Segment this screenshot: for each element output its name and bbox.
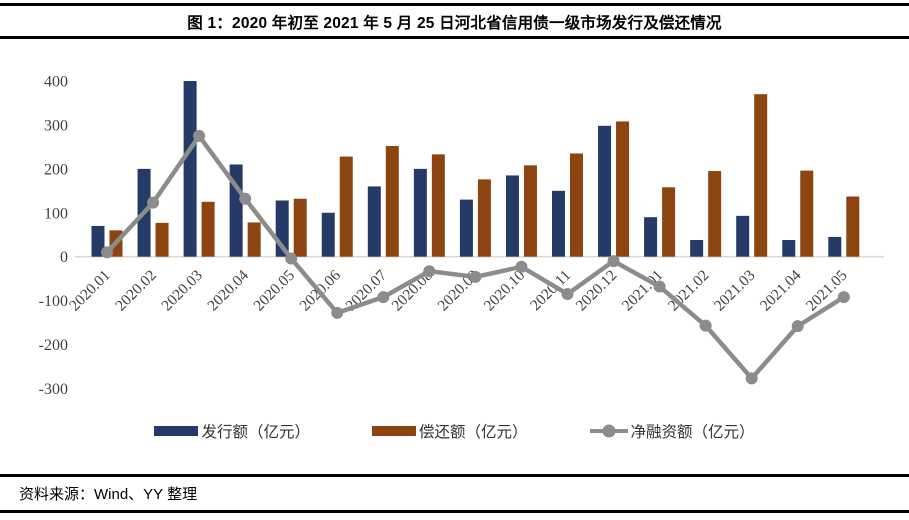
- net-line-marker-2020.11: [561, 288, 574, 301]
- bar-repayment-2021.02: [708, 171, 722, 257]
- bar-issuance-2020.08: [413, 168, 427, 257]
- bar-repayment-2021.04: [800, 170, 814, 257]
- net-line-marker-2020.01: [101, 246, 113, 259]
- bar-repayment-2021.01: [662, 187, 676, 257]
- chart-legend: 发行额（亿元） 偿还额（亿元） 净融资额（亿元）: [0, 419, 909, 443]
- net-line-marker-2021.02: [699, 319, 712, 332]
- net-line-dot-icon: [602, 424, 615, 438]
- x-axis-tick-label: 2020.02: [112, 267, 160, 315]
- net-line-marker-2020.06: [331, 306, 344, 319]
- bar-repayment-2020.09: [477, 179, 491, 257]
- x-axis-tick-label: 2021.03: [711, 267, 759, 315]
- bar-issuance-2020.09: [459, 199, 473, 257]
- x-axis-tick-label: 2020.04: [204, 267, 252, 315]
- bar-repayment-2020.10: [523, 165, 537, 257]
- y-axis-tick-label: -200: [39, 337, 68, 354]
- source-note: 资料来源：Wind、YY 整理: [19, 486, 198, 503]
- net-line-marker-2020.04: [239, 192, 252, 205]
- net-line-marker-2020.03: [193, 129, 206, 142]
- top-rule: [0, 3, 909, 6]
- bar-issuance-2021.03: [736, 215, 750, 257]
- bar-issuance-2021.04: [782, 240, 796, 257]
- bar-repayment-2020.08: [431, 154, 445, 257]
- bar-issuance-2020.10: [505, 175, 519, 257]
- bar-issuance-2021.01: [644, 217, 658, 257]
- x-axis-tick-label: 2021.04: [757, 267, 805, 315]
- legend-item-repayment: 偿还额（亿元）: [371, 420, 528, 442]
- bar-repayment-2020.06: [339, 156, 353, 257]
- legend-label-repayment: 偿还额（亿元）: [418, 424, 528, 441]
- net-line-marker-2021.05: [837, 291, 850, 304]
- bar-issuance-2021.02: [690, 240, 704, 257]
- y-axis-tick-label: 200: [44, 161, 68, 178]
- y-axis-tick-label: 400: [44, 74, 68, 91]
- title-underline-rule: [0, 36, 909, 39]
- x-axis-tick-label: 2020.05: [250, 267, 298, 315]
- figure-title: 图 1：2020 年初至 2021 年 5 月 25 日河北省信用债一级市场发行…: [187, 15, 722, 32]
- bar-repayment-2020.07: [385, 146, 399, 257]
- x-axis-tick-label: 2020.01: [66, 267, 114, 315]
- bar-issuance-2020.01: [91, 225, 105, 257]
- bar-issuance-2021.05: [828, 236, 842, 257]
- legend-item-issuance: 发行额（亿元）: [154, 420, 310, 442]
- repayment-bar-swatch-icon: [371, 426, 416, 436]
- issuance-bar-swatch-icon: [154, 426, 199, 436]
- y-axis-tick-label: -100: [39, 293, 68, 310]
- y-axis-tick-label: 0: [60, 249, 68, 266]
- net-line-marker-2020.02: [147, 196, 160, 209]
- net-line-marker-2020.12: [607, 255, 620, 268]
- bar-issuance-2020.06: [321, 212, 335, 257]
- x-axis-tick-label: 2021.02: [665, 267, 713, 315]
- bar-repayment-2020.12: [616, 121, 630, 257]
- bar-issuance-2020.11: [552, 190, 565, 257]
- legend-label-issuance: 发行额（亿元）: [201, 424, 310, 441]
- y-axis-tick-label: 100: [44, 205, 68, 222]
- bar-repayment-2021.03: [754, 94, 768, 257]
- net-line-marker-2020.05: [285, 252, 298, 265]
- net-line-marker-2021.04: [791, 320, 804, 333]
- y-axis-tick-label: -300: [39, 381, 68, 398]
- net-line-marker-2020.07: [377, 291, 390, 304]
- footer-bottom-rule: [0, 510, 909, 513]
- footer-top-rule: [0, 474, 909, 477]
- net-line-marker-2020.08: [423, 265, 436, 278]
- bar-repayment-2020.05: [293, 198, 307, 257]
- legend-label-net: 净融资额（亿元）: [630, 424, 755, 441]
- net-line-marker-2020.09: [469, 270, 482, 283]
- bar-repayment-2020.11: [570, 153, 583, 257]
- bar-issuance-2020.07: [367, 186, 381, 257]
- net-line-marker-2021.03: [745, 372, 758, 385]
- bar-issuance-2020.12: [598, 125, 612, 257]
- net-line-marker-2021.01: [653, 280, 666, 293]
- net-line-swatch-icon: [589, 424, 628, 438]
- net-line-marker-2020.10: [515, 260, 528, 273]
- bar-repayment-2020.04: [247, 222, 261, 257]
- bar-repayment-2020.02: [155, 222, 169, 257]
- bar-issuance-2020.03: [183, 81, 197, 257]
- legend-item-net: 净融资额（亿元）: [589, 420, 755, 442]
- y-axis-tick-label: 300: [44, 117, 68, 134]
- bar-repayment-2021.05: [846, 196, 860, 257]
- bar-repayment-2020.03: [201, 201, 215, 257]
- x-axis-tick-label: 2020.03: [158, 267, 206, 315]
